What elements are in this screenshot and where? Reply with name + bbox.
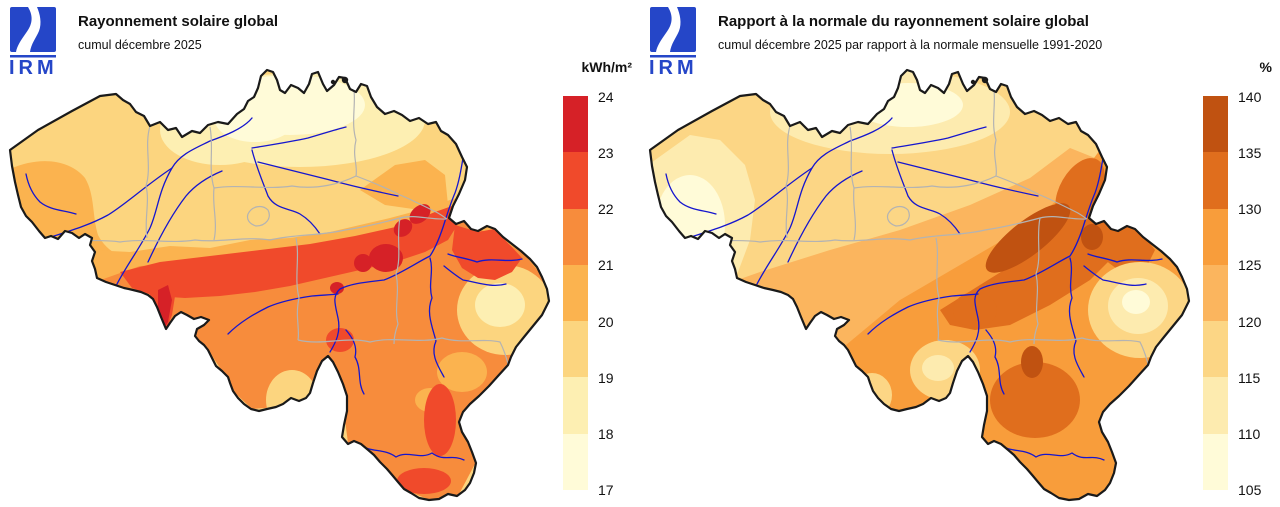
scale-tick: 135 [1238, 145, 1262, 161]
scale-segment [563, 208, 588, 265]
scale-tick: 105 [1238, 482, 1262, 498]
logo-text: IRM [649, 57, 698, 76]
irm-logo: IRM [9, 7, 58, 76]
scale-tick: 130 [1238, 201, 1262, 217]
scale-tick: 120 [1238, 314, 1262, 330]
legend-unit: % [1259, 59, 1272, 75]
scale-segment [563, 96, 588, 153]
scale-tick: 24 [598, 89, 614, 105]
scale-tick: 22 [598, 201, 614, 217]
scale-segment [1203, 377, 1228, 434]
scale-tick: 110 [1238, 426, 1261, 442]
enclave-dot [970, 79, 976, 85]
color-scale [563, 96, 588, 490]
scale-segment [1203, 264, 1228, 322]
scale-tick: 23 [598, 145, 614, 161]
scale-segment [1203, 433, 1228, 490]
scale-segment [563, 433, 588, 490]
scale-segment [563, 264, 588, 322]
page-title: Rayonnement solaire global [78, 13, 279, 30]
logo-text: IRM [9, 57, 58, 76]
scale-tick: 115 [1238, 370, 1261, 386]
scale-segment [563, 321, 588, 378]
scale-tick: 21 [598, 257, 614, 273]
page-title: Rapport à la normale du rayonnement sola… [718, 13, 1089, 30]
enclave-dot [341, 76, 349, 84]
enclave-dot [981, 76, 989, 84]
logo-gap-shape [656, 7, 681, 52]
scale-tick: 17 [598, 482, 614, 498]
scale-segment [1203, 321, 1228, 378]
color-scale [1203, 96, 1228, 490]
scale-segment [1203, 152, 1228, 209]
legend-unit: kWh/m² [581, 59, 632, 75]
scale-segment [1203, 96, 1228, 153]
scale-tick: 125 [1238, 257, 1262, 273]
scale-tick: 19 [598, 370, 614, 386]
scale-segment [563, 152, 588, 209]
page-subtitle: cumul décembre 2025 [78, 38, 202, 52]
panel-radiation: IRM Rayonnement solaire global cumul déc… [9, 7, 632, 498]
scale-tick: 20 [598, 314, 614, 330]
scale-tick: 18 [598, 426, 614, 442]
scale-tick: 140 [1238, 89, 1262, 105]
page-subtitle: cumul décembre 2025 par rapport à la nor… [718, 38, 1103, 52]
scale-segment [563, 377, 588, 434]
enclave-dot [330, 79, 336, 85]
panel-ratio: IRM Rapport à la normale du rayonnement … [640, 0, 1280, 507]
scale-segment [1203, 208, 1228, 265]
irm-logo: IRM [649, 7, 698, 76]
logo-gap-shape [16, 7, 41, 52]
